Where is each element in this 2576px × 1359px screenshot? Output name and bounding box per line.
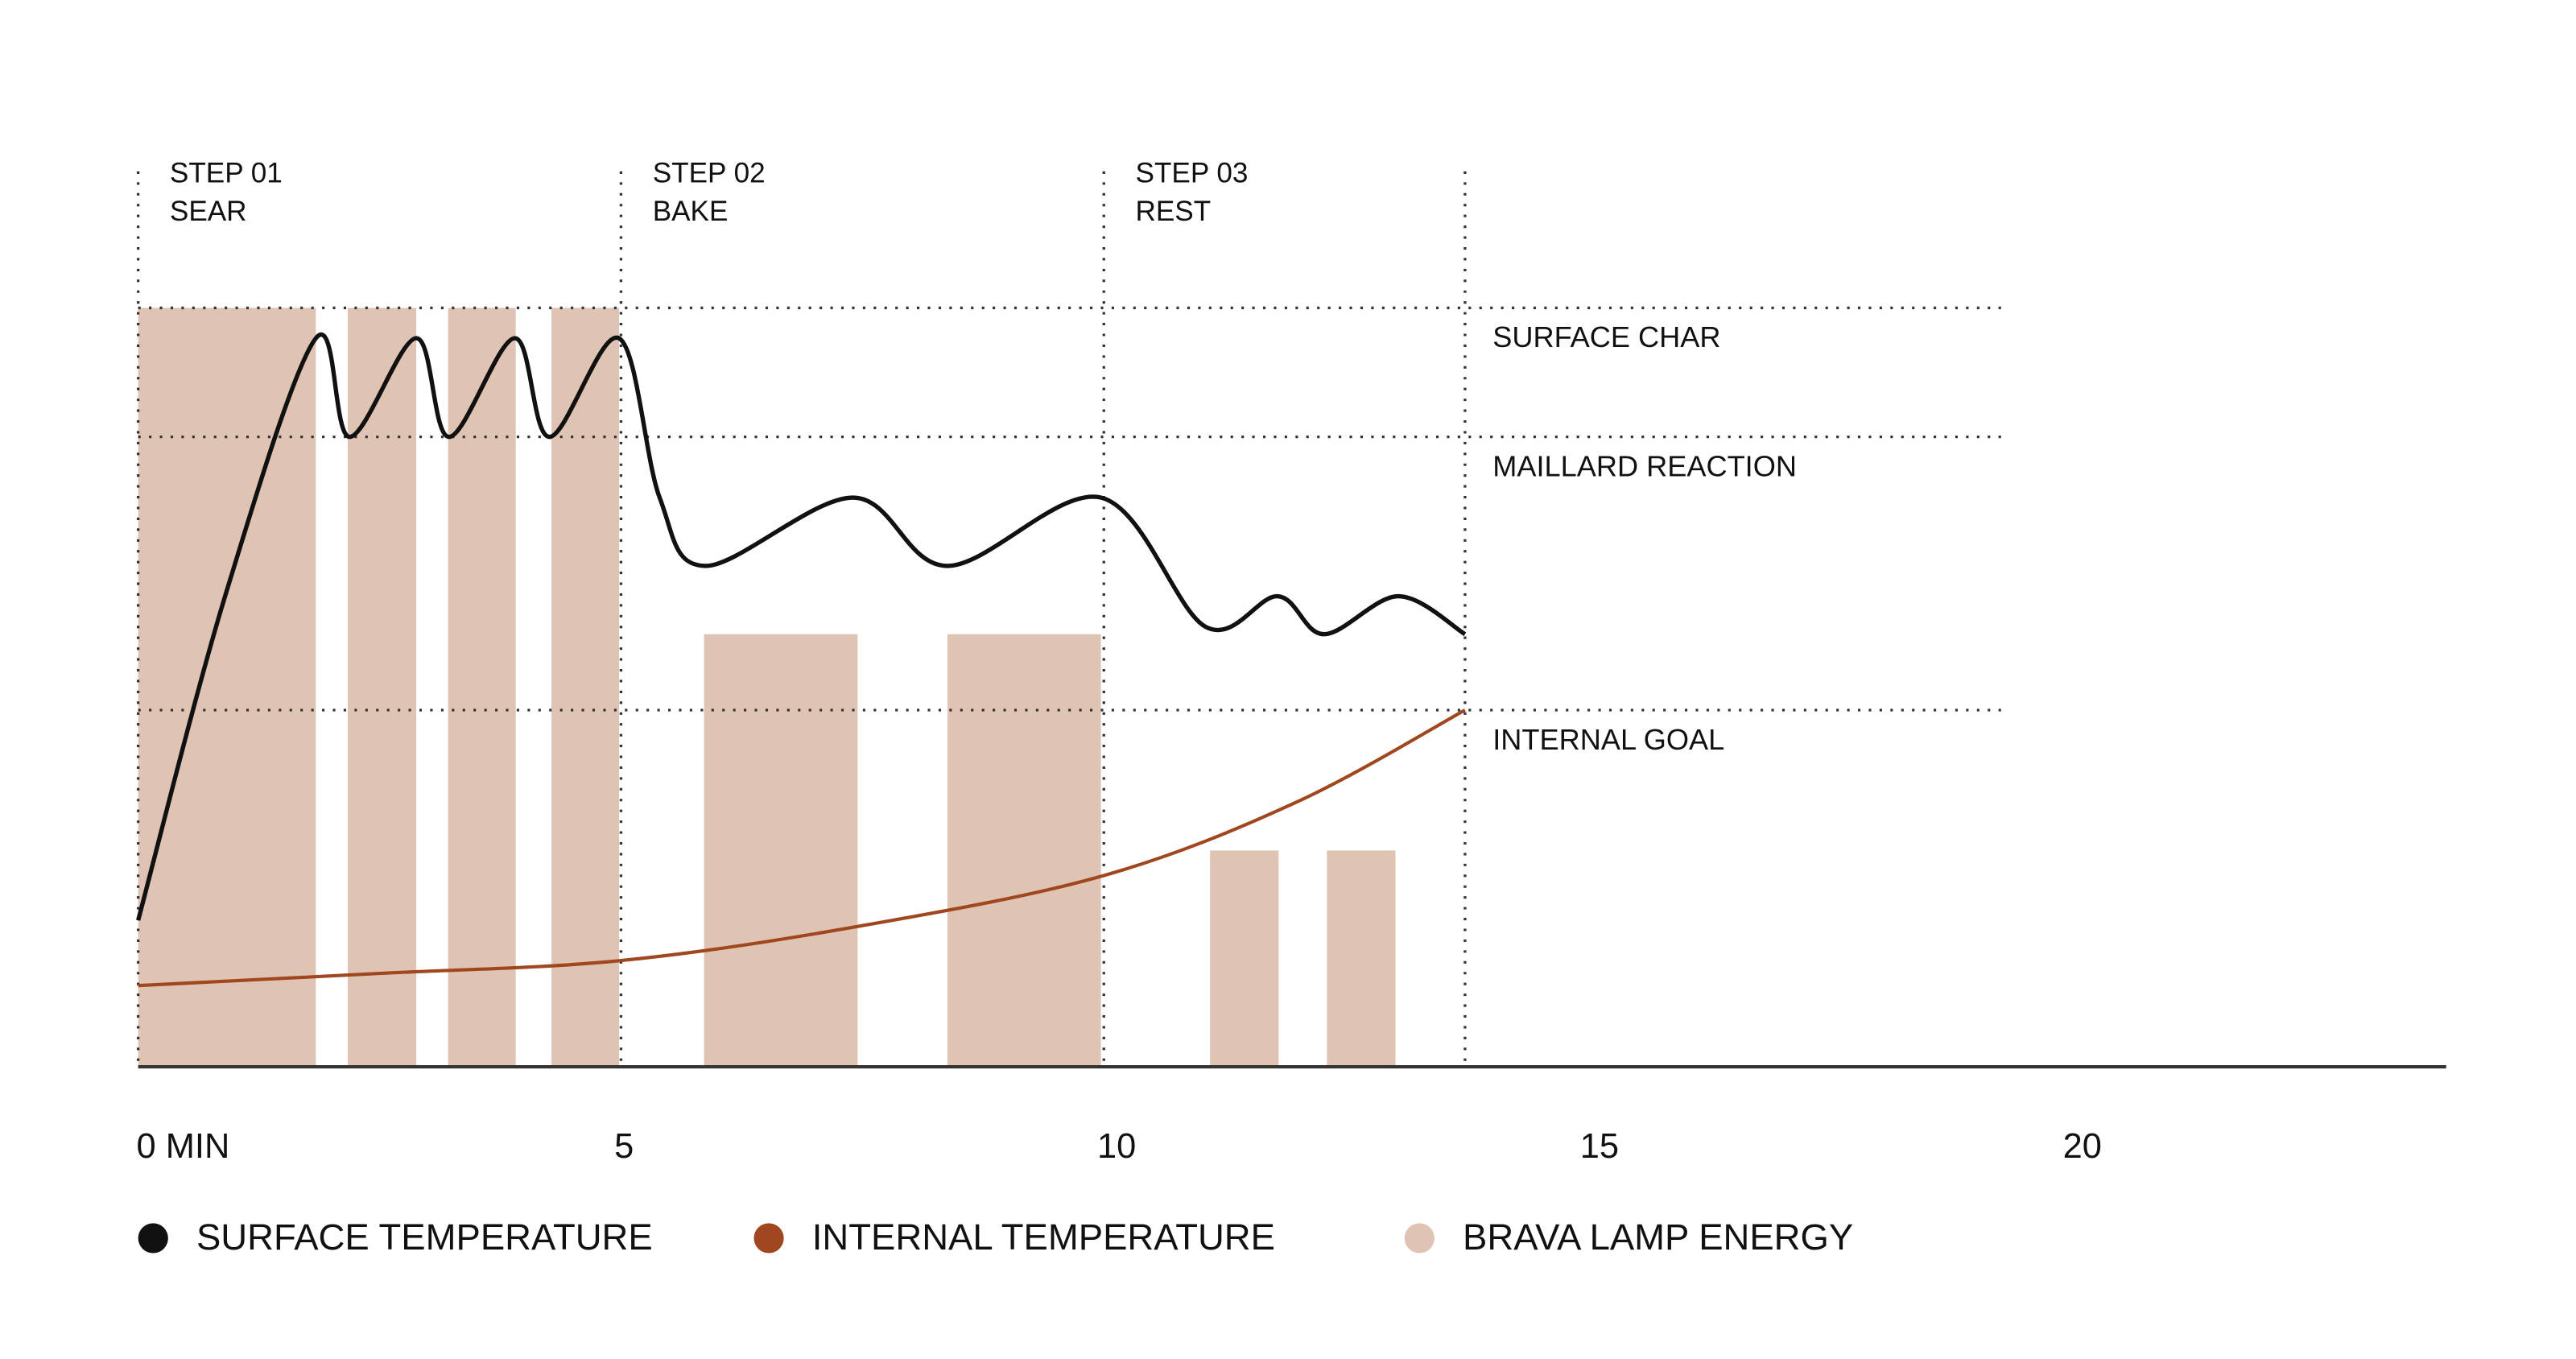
lamp-bar: [551, 308, 620, 1068]
phase-name: SEAR: [170, 196, 247, 227]
legend-swatch: [753, 1223, 784, 1254]
phase-name: REST: [1136, 196, 1212, 227]
reference-label: MAILLARD REACTION: [1492, 449, 1797, 482]
lamp-bar: [138, 308, 316, 1068]
lamp-bar: [448, 308, 516, 1068]
temperature-line: [136, 333, 1467, 921]
legend-swatch: [138, 1223, 168, 1254]
phase-step: STEP 01: [170, 157, 283, 188]
reference-label: INTERNAL GOAL: [1492, 723, 1724, 756]
reference-label: SURFACE CHAR: [1492, 320, 1720, 353]
temperature-line: [138, 708, 1466, 988]
lamp-bar: [1210, 850, 1279, 1068]
lamp-bar: [704, 634, 858, 1068]
phase-name: BAKE: [653, 196, 729, 227]
x-tick-label: 0 MIN: [137, 1127, 230, 1166]
legend-swatch: [1404, 1223, 1435, 1254]
lamp-bar: [347, 308, 417, 1068]
x-tick-label: 20: [2063, 1127, 2102, 1166]
x-tick-label: 15: [1580, 1127, 1619, 1166]
lamp-bar: [1327, 850, 1396, 1068]
x-tick-label: 5: [614, 1127, 634, 1166]
legend-label: INTERNAL TEMPERATURE: [812, 1216, 1275, 1258]
legend-label: BRAVA LAMP ENERGY: [1463, 1216, 1853, 1258]
phase-step: STEP 03: [1136, 157, 1249, 188]
x-tick-label: 10: [1097, 1127, 1136, 1166]
lamp-bar: [947, 634, 1101, 1068]
legend-label: SURFACE TEMPERATURE: [196, 1216, 653, 1258]
phase-step: STEP 02: [653, 157, 766, 188]
